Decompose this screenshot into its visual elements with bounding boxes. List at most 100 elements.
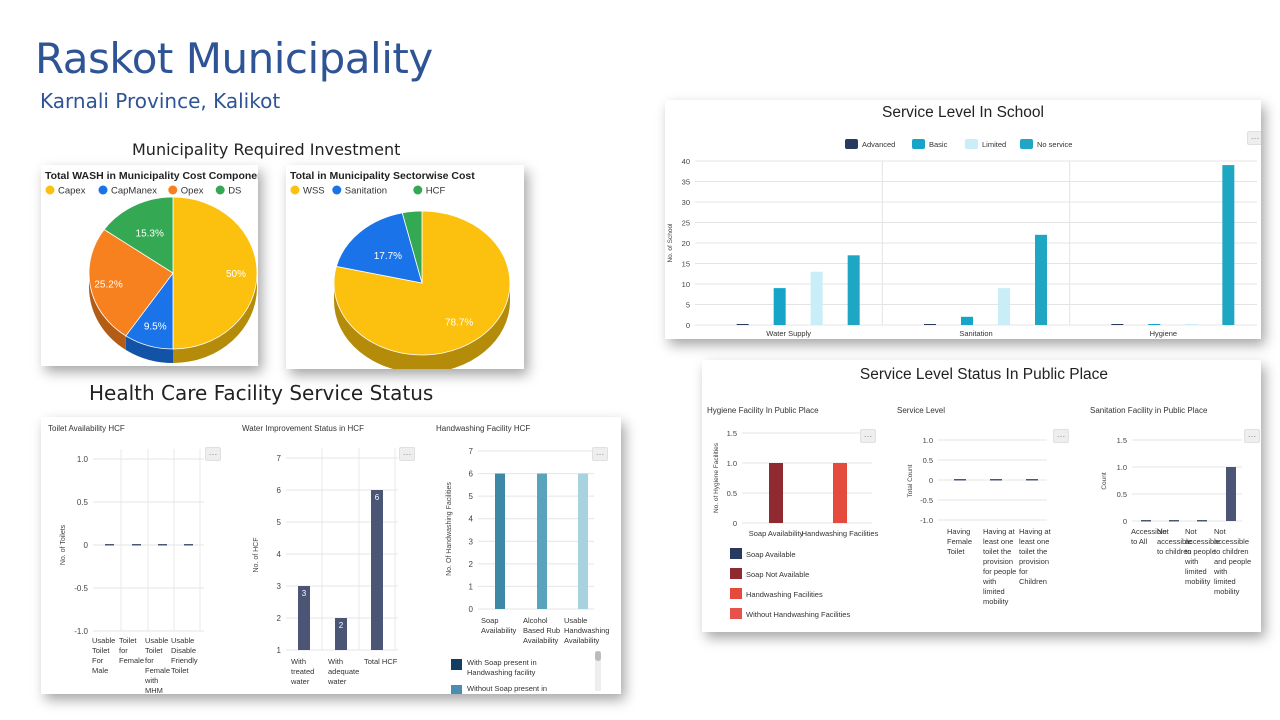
y-tick-label: 1.5: [727, 429, 737, 438]
x-tick-label: Handwashing Facilities: [802, 529, 879, 538]
y-tick-label: 30: [682, 198, 690, 207]
legend-marker-soap-not-available: [730, 568, 742, 579]
x-tick-label: Soap Availability: [481, 616, 517, 635]
y-tick-label: 0.5: [727, 489, 737, 498]
water-chart-menu-button[interactable]: …: [399, 447, 415, 461]
bar-soap-not-available: [769, 463, 783, 523]
legend-marker-advanced: [845, 139, 858, 149]
y-axis-label: No. of School: [667, 223, 674, 263]
x-tick-label: Hygiene: [1150, 329, 1178, 338]
x-tick-label: Not accessible to children and people with li…: [1213, 527, 1251, 596]
legend-label-without-soap-present-in: Without Soap present in: [467, 684, 547, 693]
x-tick-label: Usable Handwashing Availability: [564, 616, 609, 645]
page-title: Raskot Municipality: [35, 34, 433, 83]
hygiene-chart-menu-button[interactable]: …: [860, 429, 876, 443]
y-tick-label: 3: [469, 537, 474, 546]
y-tick-label: 1: [469, 582, 474, 591]
data-label: 2: [339, 621, 344, 630]
x-tick-label: Not accessible to children: [1157, 527, 1192, 556]
y-tick-label: 0: [733, 519, 737, 528]
legend-marker-capex: [45, 185, 55, 195]
y-tick-label: 4: [469, 515, 474, 524]
bar-basic: [1148, 324, 1161, 325]
panel-title-handwashing: Handwashing Facility HCF: [436, 424, 530, 433]
panel-title-toilet: Toilet Availability HCF: [48, 424, 125, 433]
pie-slice-hcf: [401, 210, 423, 284]
pie-label-wss: 78.7%: [445, 317, 473, 328]
y-tick-label: -0.5: [920, 496, 933, 505]
pie-label-sanitation: 17.7%: [374, 251, 402, 262]
y-tick-label: 2: [277, 614, 282, 623]
y-axis-label: Total Count: [907, 464, 914, 497]
bar-zero: [158, 544, 167, 546]
legend-marker-limited: [965, 139, 978, 149]
x-tick-label: Usable Toilet For Male: [92, 636, 115, 675]
legend-marker-sanitation: [332, 185, 342, 195]
bar-zero: [1141, 520, 1151, 522]
y-tick-label: 6: [277, 486, 282, 495]
data-label: 3: [302, 589, 307, 598]
hcf-charts: Toilet Availability HCF -1.0 -0.5 0 0.5 1.0 No…: [48, 424, 609, 694]
bar-with-treated-water: [298, 586, 310, 650]
bar-with-adequate-water: [335, 618, 347, 650]
data-label: 6: [375, 493, 380, 502]
legend-marker-soap-available: [730, 548, 742, 559]
bar-zero: [105, 544, 114, 546]
wash-cost-pie-card: Total WASH in Municipality Cost Componen…: [41, 165, 258, 366]
bar-zero: [1197, 520, 1207, 522]
x-tick-label: Sanitation: [959, 329, 992, 338]
y-tick-label: 1.0: [77, 455, 89, 464]
y-tick-label: 0: [686, 321, 690, 330]
legend-label-hcf: HCF: [426, 186, 446, 197]
x-tick-label: With adequate water: [327, 657, 359, 686]
pie-label-opex: 25.2%: [94, 280, 122, 291]
y-tick-label: 0: [469, 605, 474, 614]
legend-label-ds: DS: [228, 186, 241, 197]
bar-no-service: [1035, 234, 1047, 325]
chart-title: Service Level Status In Public Place: [860, 366, 1108, 383]
service-level-chart-menu-button[interactable]: …: [1053, 429, 1069, 443]
y-tick-label: -0.5: [74, 584, 88, 593]
x-tick-label: Water Supply: [766, 329, 811, 338]
investment-section-title: Municipality Required Investment: [132, 140, 401, 159]
pie-side-capex: [173, 273, 257, 363]
legend-label-sanitation: Sanitation: [345, 186, 387, 197]
pie-slice-ds: [103, 196, 174, 274]
pie-label-capmanex: 9.5%: [144, 321, 167, 332]
legend-marker-handwashing-facilities: [730, 588, 742, 599]
x-tick-label: Having Female Toilet: [947, 527, 972, 556]
bar-basic: [773, 288, 786, 325]
x-tick-label: UsableToiletforFemalewithMHMFacility: [144, 636, 170, 694]
legend-marker-wss: [290, 185, 300, 195]
handwashing-chart-menu-button[interactable]: …: [592, 447, 608, 461]
panel-title-service-level: Service Level: [897, 406, 945, 415]
legend-marker-opex: [168, 185, 178, 195]
y-tick-label: 25: [682, 219, 690, 228]
y-tick-label: 15: [682, 260, 690, 269]
legend-marker-without-soap-present-in: [451, 685, 462, 694]
school-chart-menu-button[interactable]: …: [1247, 131, 1261, 145]
legend-marker-without-handwashing-facilities: [730, 608, 742, 619]
public-place-card: Service Level Status In Public Place Hygi…: [702, 360, 1261, 632]
x-tick-label: Toilet for Female: [119, 636, 144, 665]
bar-limited: [998, 288, 1010, 325]
sectorwise-cost-pie-chart: Total in Municipality Sectorwise Cost WSS…: [290, 170, 511, 369]
sanitation-chart-menu-button[interactable]: …: [1244, 429, 1260, 443]
pie-side-opex: [89, 273, 126, 350]
legend-marker-ds: [215, 185, 225, 195]
school-service-chart: Service Level In School Advanced Basic Limi…: [667, 104, 1257, 338]
y-tick-label: 1: [277, 646, 282, 655]
y-axis-label: No. of Toilets: [60, 524, 67, 565]
page-subtitle: Karnali Province, Kalikot: [40, 89, 281, 113]
bar-no-service: [847, 255, 860, 325]
bar-alcohol-based-rub-availability: [537, 473, 547, 609]
legend-label-wss: WSS: [303, 186, 325, 197]
y-tick-label: 5: [469, 492, 474, 501]
bar-handwashing-facilities: [833, 463, 847, 523]
bar-advanced: [1111, 324, 1124, 325]
y-tick-label: 1.0: [923, 436, 933, 445]
legend-marker-capmanex: [98, 185, 108, 195]
y-tick-label: 1.0: [727, 459, 737, 468]
legend-scrollbar[interactable]: [595, 651, 601, 691]
toilet-chart-menu-button[interactable]: …: [205, 447, 221, 461]
